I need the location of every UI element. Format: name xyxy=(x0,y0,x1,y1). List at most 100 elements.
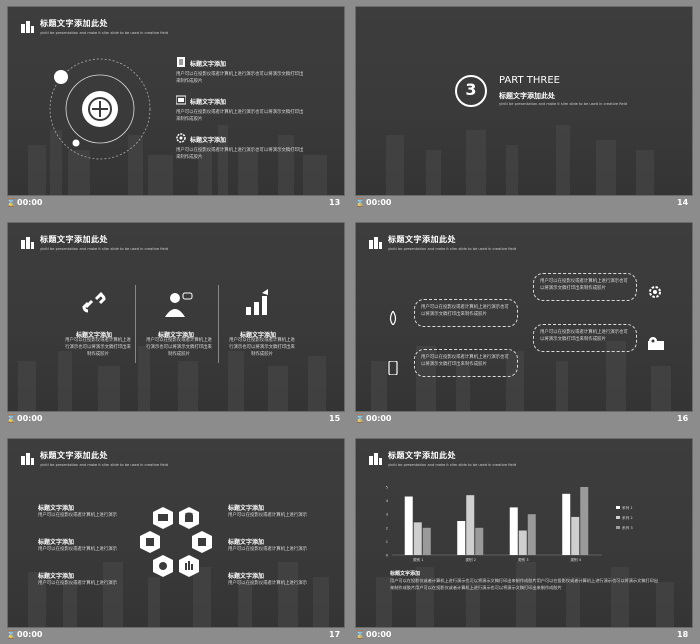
water-drop-icon xyxy=(389,311,397,325)
clock-icon: ⌛ xyxy=(355,414,365,423)
bar xyxy=(571,516,580,555)
item-text: 用户可以在投影仪或者计算机上进行演示 xyxy=(228,547,308,552)
speech-bubble: 用户可以在投影仪或者计算机上进行演示也可以将演示文稿打印出来制作成胶片 xyxy=(533,273,637,301)
item-label: 标题文字添加 xyxy=(38,505,75,512)
column-text: 用户可以在投影仪或者计算机上进行演示也可以将演示文稿打印出来制作成胶片 xyxy=(229,338,295,357)
city-skyline-image xyxy=(28,562,329,627)
slide-subtitle: yiniti be presentation and make it slim … xyxy=(499,102,627,106)
item-label: 标题文字添加 xyxy=(190,99,227,106)
slide-14-timer: ⌛00:00 xyxy=(355,198,392,207)
slide-17-timer: ⌛00:00 xyxy=(6,630,43,639)
clock-icon: ⌛ xyxy=(355,198,365,207)
clock-icon: ⌛ xyxy=(6,630,16,639)
slide-15-number: 15 xyxy=(329,414,341,423)
bar xyxy=(518,530,527,555)
legend-swatch xyxy=(616,506,620,509)
column-divider xyxy=(135,285,136,363)
item-text: 用户可以在投影仪或者计算机上进行演示 xyxy=(38,581,118,586)
x-tick-label: 类别 2 xyxy=(465,557,476,562)
slide-18-number: 18 xyxy=(677,630,689,639)
slide-16[interactable]: 标题文字添加此处 yiniti be presentation and make… xyxy=(356,223,692,411)
gear-icon xyxy=(176,133,186,143)
hexagon-icon-cluster xyxy=(140,507,212,577)
slide-title: 标题文字添加此处 xyxy=(499,92,555,100)
slide-13-timer: ⌛00:00 xyxy=(6,198,43,207)
building-icon xyxy=(21,453,34,465)
part-label: PART THREE xyxy=(499,75,560,86)
item-text: 用户可以在投影仪或者计算机上进行演示也可以将演示文稿打印出来制作成胶片 xyxy=(176,110,304,122)
slide-subtitle: yiniti be presentation and make it slim … xyxy=(40,463,168,467)
slide-subtitle: yiniti be presentation and make it slim … xyxy=(388,247,516,251)
slide-title: 标题文字添加此处 xyxy=(40,19,108,28)
bar xyxy=(404,496,413,555)
body-text: 用户可以在投影仪或者计算机上进行演示也可以将演示文稿打印出来制作成胶片用户可以在… xyxy=(390,578,659,590)
slide-title: 标题文字添加此处 xyxy=(388,451,456,460)
y-tick-label: 3 xyxy=(386,513,388,517)
legend-label: 系列 3 xyxy=(622,525,633,530)
building-icon xyxy=(369,237,382,249)
column-label: 标题文字添加 xyxy=(240,332,277,339)
document-icon xyxy=(177,57,185,67)
y-tick-label: 2 xyxy=(386,526,388,530)
item-label: 标题文字添加 xyxy=(190,61,227,68)
slide-13[interactable]: 标题文字添加此处 yiniti be presentation and make… xyxy=(8,7,344,195)
orbit-diagram xyxy=(49,58,151,160)
bar xyxy=(475,527,484,555)
legend-swatch xyxy=(616,516,620,519)
slide-17[interactable]: 标题文字添加此处 yiniti be presentation and make… xyxy=(8,439,344,627)
slide-15-timer: ⌛00:00 xyxy=(6,414,43,423)
city-skyline-image xyxy=(18,346,326,411)
column-text: 用户可以在投影仪或者计算机上进行演示也可以将演示文稿打印出来制作成胶片 xyxy=(65,338,131,357)
bar xyxy=(466,495,475,555)
item-label: 标题文字添加 xyxy=(228,539,265,546)
phone-icon xyxy=(388,361,398,375)
section-badge-circle xyxy=(455,75,487,107)
slide-title: 标题文字添加此处 xyxy=(388,235,456,244)
speech-bubble: 用户可以在投影仪或者计算机上进行演示也可以将演示文稿打印出来制作成胶片 xyxy=(414,299,518,327)
item-text: 用户可以在投影仪或者计算机上进行演示 xyxy=(38,513,118,518)
item-label: 标题文字添加 xyxy=(38,539,75,546)
bar xyxy=(580,487,589,555)
item-label: 标题文字添加 xyxy=(228,573,265,580)
map-pin-icon xyxy=(648,337,664,350)
slide-title: 标题文字添加此处 xyxy=(40,451,108,460)
column-label: 标题文字添加 xyxy=(76,332,113,339)
legend-label: 系列 1 xyxy=(622,505,633,510)
link-icon xyxy=(82,291,106,313)
item-text: 用户可以在投影仪或者计算机上进行演示也可以将演示文稿打印出来制作成胶片 xyxy=(176,72,304,84)
slide-15[interactable]: 标题文字添加此处 yiniti be presentation and make… xyxy=(8,223,344,411)
speech-bubble: 用户可以在投影仪或者计算机上进行演示也可以将演示文稿打印出来制作成胶片 xyxy=(414,349,518,377)
slide-subtitle: yiniti be presentation and make it slim … xyxy=(40,31,168,35)
bar xyxy=(457,521,466,555)
city-skyline-image xyxy=(28,125,327,195)
y-tick-label: 1 xyxy=(386,540,388,544)
item-text: 用户可以在投影仪或者计算机上进行演示 xyxy=(228,513,308,518)
bar xyxy=(509,507,518,555)
clock-icon: ⌛ xyxy=(6,414,16,423)
section-number: 3 xyxy=(465,80,477,99)
y-tick-label: 4 xyxy=(386,499,389,503)
column-label: 标题文字添加 xyxy=(158,332,195,339)
y-tick-label: 5 xyxy=(386,486,388,490)
slide-16-number: 16 xyxy=(677,414,689,423)
slide-18-timer: ⌛00:00 xyxy=(355,630,392,639)
column-divider xyxy=(218,285,219,363)
gear-icon xyxy=(649,286,661,298)
speech-bubble: 用户可以在投影仪或者计算机上进行演示也可以将演示文稿打印出来制作成胶片 xyxy=(533,324,637,352)
slide-14[interactable]: 3 PART THREE 标题文字添加此处 yiniti be presenta… xyxy=(356,7,692,195)
item-text: 用户可以在投影仪或者计算机上进行演示 xyxy=(228,581,308,586)
legend-label: 系列 2 xyxy=(622,515,633,520)
building-icon xyxy=(21,237,34,249)
text-label: 标题文字添加 xyxy=(390,571,421,577)
bar xyxy=(527,514,536,555)
bar xyxy=(422,527,431,555)
y-tick-label: 0 xyxy=(386,554,389,558)
slide-14-number: 14 xyxy=(677,198,689,207)
image-frame-icon xyxy=(176,95,186,105)
slide-18[interactable]: 标题文字添加此处 yiniti be presentation and make… xyxy=(356,439,692,627)
clock-icon: ⌛ xyxy=(6,198,16,207)
item-text: 用户可以在投影仪或者计算机上进行演示 xyxy=(38,547,118,552)
bar xyxy=(413,522,422,555)
slide-13-number: 13 xyxy=(329,198,341,207)
city-skyline-image xyxy=(376,562,674,627)
